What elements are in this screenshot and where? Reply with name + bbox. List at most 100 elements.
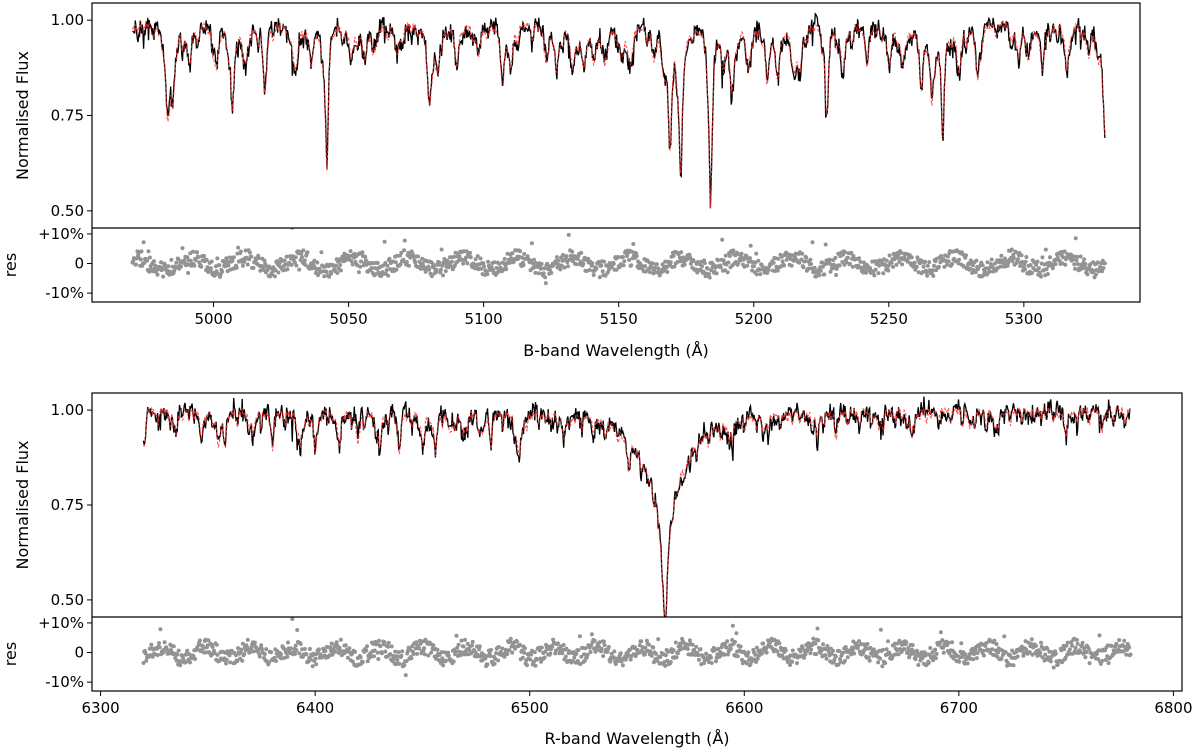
residual-point [459, 257, 464, 262]
residual-point [665, 270, 670, 274]
residual-point [372, 654, 376, 659]
residual-point [795, 661, 799, 666]
residual-point [866, 655, 871, 660]
residual-point [1097, 633, 1102, 638]
residual-point [649, 653, 654, 658]
residual-point [313, 656, 318, 661]
residual-point [690, 642, 695, 647]
x-tick-label: 6700 [940, 699, 978, 717]
residual-point [549, 270, 554, 275]
residual-point [302, 647, 307, 651]
residual-point [1078, 254, 1083, 259]
residual-point [396, 650, 401, 655]
residual-point [331, 263, 336, 268]
residual-point [209, 266, 213, 271]
residual-point [288, 646, 293, 651]
residual-point [707, 275, 712, 280]
residual-point [663, 259, 668, 264]
residual-point [1065, 640, 1070, 645]
residual-point [655, 658, 660, 663]
residual-point [1093, 272, 1098, 277]
residual-point [398, 262, 403, 267]
residual-point [622, 259, 627, 264]
residual-point [1062, 249, 1067, 254]
residual-point [285, 654, 290, 659]
residual-point [553, 648, 558, 653]
residual-point [1057, 258, 1062, 263]
residual-point [934, 651, 939, 656]
residual-point [930, 268, 935, 273]
residual-point [1128, 652, 1133, 657]
residual-point [301, 248, 306, 253]
residual-point [789, 263, 794, 268]
residual-point [748, 243, 753, 248]
residual-point [525, 663, 529, 668]
residual-point [157, 641, 161, 646]
residual-point [1098, 264, 1102, 269]
residual-point [1011, 663, 1016, 668]
residual-point [192, 263, 197, 268]
residual-point [728, 646, 733, 651]
residual-point [702, 261, 707, 265]
residual-point [178, 663, 183, 668]
residual-point [793, 255, 798, 260]
residual-point [179, 264, 184, 269]
residual-point [329, 271, 334, 276]
residual-point [996, 650, 1000, 655]
residual-point [400, 649, 405, 654]
residual-point [285, 267, 290, 272]
residual-point [437, 260, 442, 265]
residual-point [883, 661, 888, 665]
residual-point [849, 250, 854, 255]
residual-point [579, 654, 584, 659]
residual-point [906, 646, 911, 650]
residual-point [477, 644, 482, 649]
residual-point [541, 271, 546, 276]
residual-point [439, 247, 444, 252]
residual-point [1105, 643, 1110, 648]
residual-point [386, 640, 391, 645]
residual-point [489, 265, 494, 270]
residual-point [532, 257, 536, 262]
residual-point [468, 250, 473, 255]
residual-point [592, 638, 597, 643]
residual-point [475, 644, 479, 649]
residual-point [851, 254, 856, 258]
residual-point [522, 252, 527, 256]
residual-point [945, 262, 950, 267]
residual-point [589, 632, 594, 637]
residual-point [1101, 266, 1106, 270]
residual-point [679, 250, 684, 255]
residual-point [1075, 254, 1080, 259]
residual-point [808, 651, 813, 656]
x-tick-label: 5150 [600, 310, 638, 328]
residual-point [625, 254, 629, 258]
residual-point [528, 657, 533, 662]
residual-point [224, 657, 229, 662]
residual-point [375, 261, 380, 265]
residual-point [754, 272, 759, 277]
residual-point [654, 262, 659, 267]
residual-point [845, 655, 850, 660]
residual-point [837, 649, 842, 653]
residual-point [577, 634, 582, 639]
residual-point [257, 654, 262, 659]
residual-point [606, 645, 611, 649]
residual-point [235, 659, 240, 664]
residual-point [510, 650, 515, 655]
residual-point [817, 273, 822, 278]
residual-point [709, 655, 713, 660]
residual-point [894, 262, 899, 267]
residual-point [395, 253, 400, 258]
residual-point [166, 264, 171, 269]
residual-point [1040, 255, 1045, 260]
residual-point [467, 647, 472, 652]
residual-point [498, 265, 503, 270]
residual-point [145, 258, 150, 263]
residual-point [705, 266, 710, 271]
residual-point [1088, 262, 1093, 267]
residual-point [651, 660, 656, 665]
residual-point [251, 649, 256, 654]
residual-point [614, 267, 619, 272]
residual-point [714, 271, 719, 276]
